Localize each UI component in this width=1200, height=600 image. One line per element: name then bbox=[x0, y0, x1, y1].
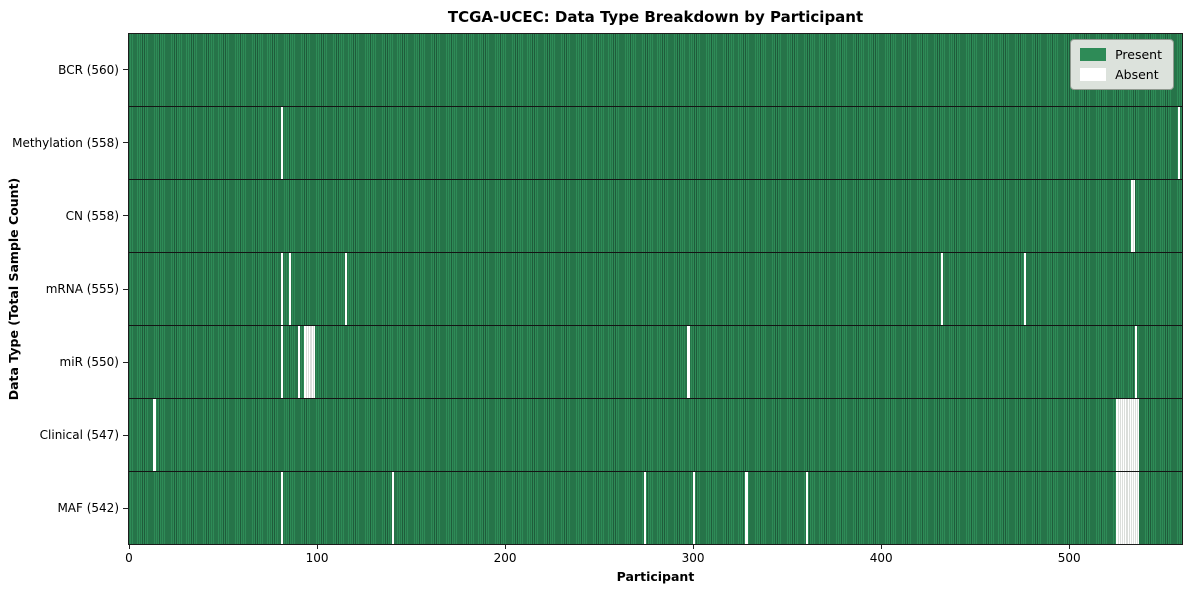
x-tick-label: 500 bbox=[1057, 551, 1081, 565]
legend-item: Present bbox=[1080, 47, 1162, 62]
y-tick-mark bbox=[123, 288, 128, 290]
y-tick-mark bbox=[123, 142, 128, 144]
heatmap-row bbox=[129, 326, 1182, 399]
absent-stripe bbox=[692, 472, 696, 544]
x-tick-mark bbox=[1069, 545, 1071, 549]
absent-stripe bbox=[153, 399, 156, 471]
x-tick-label: 300 bbox=[681, 551, 705, 565]
absent-stripe bbox=[305, 326, 308, 398]
absent-stripe bbox=[1129, 399, 1132, 471]
absent-stripe bbox=[303, 326, 307, 398]
absent-stripe bbox=[391, 472, 395, 544]
absent-stripe bbox=[313, 326, 316, 398]
legend-item: Absent bbox=[1080, 67, 1162, 82]
legend-label: Absent bbox=[1115, 67, 1159, 82]
legend-label: Present bbox=[1115, 47, 1162, 62]
y-tick-mark bbox=[123, 434, 128, 436]
x-tick-label: 400 bbox=[869, 551, 893, 565]
legend-swatch-present bbox=[1080, 48, 1107, 61]
absent-stripe bbox=[1127, 399, 1130, 471]
x-tick-mark bbox=[129, 545, 130, 549]
absent-stripe bbox=[311, 326, 314, 398]
y-tick-label: Clinical (547) bbox=[39, 428, 119, 443]
absent-stripe bbox=[1123, 472, 1126, 544]
absent-stripe bbox=[1127, 472, 1130, 544]
absent-stripe bbox=[1125, 472, 1128, 544]
heatmap-row bbox=[129, 34, 1182, 107]
absent-stripe bbox=[1121, 472, 1124, 544]
absent-stripe bbox=[1133, 180, 1135, 252]
absent-stripe bbox=[281, 326, 284, 398]
absent-stripe bbox=[1133, 472, 1135, 544]
absent-stripe bbox=[281, 253, 284, 325]
absent-stripe bbox=[288, 253, 291, 325]
absent-stripe bbox=[745, 472, 748, 544]
absent-stripe bbox=[1123, 399, 1126, 471]
x-tick-mark bbox=[693, 545, 695, 549]
absent-stripe bbox=[1023, 253, 1027, 325]
heatmap-row bbox=[129, 107, 1182, 180]
y-tick-label: CN (558) bbox=[65, 208, 119, 223]
absent-stripe bbox=[1119, 472, 1122, 544]
absent-stripe bbox=[307, 326, 310, 398]
y-tick-mark bbox=[123, 69, 128, 71]
absent-stripe bbox=[1131, 472, 1134, 544]
absent-stripe bbox=[1118, 399, 1120, 471]
absent-stripe bbox=[1129, 472, 1132, 544]
absent-stripe bbox=[1121, 399, 1124, 471]
y-tick-label: miR (550) bbox=[59, 355, 119, 370]
absent-stripe bbox=[1130, 180, 1134, 252]
x-tick-label: 200 bbox=[493, 551, 517, 565]
absent-stripe bbox=[1119, 399, 1122, 471]
absent-stripe bbox=[805, 472, 809, 544]
y-tick-label: Methylation (558) bbox=[12, 135, 119, 150]
absent-stripe bbox=[297, 326, 301, 398]
x-tick-label: 0 bbox=[125, 551, 133, 565]
absent-stripe bbox=[1136, 399, 1139, 471]
plot-area bbox=[128, 33, 1183, 545]
absent-stripe bbox=[1134, 472, 1137, 544]
y-tick-mark bbox=[123, 215, 128, 217]
x-axis-label: Participant bbox=[616, 569, 695, 584]
absent-stripe bbox=[1134, 399, 1137, 471]
heatmap-row bbox=[129, 472, 1182, 544]
x-tick-mark bbox=[881, 545, 883, 549]
legend-swatch-absent bbox=[1080, 68, 1107, 81]
legend: Present Absent bbox=[1070, 39, 1174, 90]
x-tick-mark bbox=[317, 545, 319, 549]
absent-stripe bbox=[687, 326, 690, 398]
absent-stripe bbox=[281, 472, 284, 544]
x-tick-mark bbox=[505, 545, 507, 549]
heatmap-row bbox=[129, 399, 1182, 472]
absent-stripe bbox=[1115, 472, 1119, 544]
heatmap-row bbox=[129, 253, 1182, 326]
x-tick-label: 100 bbox=[305, 551, 329, 565]
absent-stripe bbox=[1118, 472, 1120, 544]
absent-stripe bbox=[1134, 326, 1138, 398]
absent-stripe bbox=[309, 326, 312, 398]
absent-stripe bbox=[1131, 399, 1134, 471]
absent-stripe bbox=[281, 107, 284, 179]
absent-stripe bbox=[1115, 399, 1119, 471]
y-tick-mark bbox=[123, 507, 128, 509]
absent-stripe bbox=[941, 253, 944, 325]
absent-stripe bbox=[1136, 472, 1139, 544]
y-tick-label: BCR (560) bbox=[58, 62, 119, 77]
chart-title: TCGA-UCEC: Data Type Breakdown by Partic… bbox=[447, 8, 864, 26]
absent-stripe bbox=[643, 472, 647, 544]
absent-stripe bbox=[1177, 107, 1181, 179]
absent-stripe bbox=[344, 253, 348, 325]
heatmap-row bbox=[129, 180, 1182, 253]
y-tick-label: mRNA (555) bbox=[45, 282, 119, 296]
y-tick-mark bbox=[123, 361, 128, 363]
absent-stripe bbox=[1125, 399, 1128, 471]
absent-stripe bbox=[1133, 399, 1135, 471]
y-tick-label: MAF (542) bbox=[57, 501, 119, 516]
